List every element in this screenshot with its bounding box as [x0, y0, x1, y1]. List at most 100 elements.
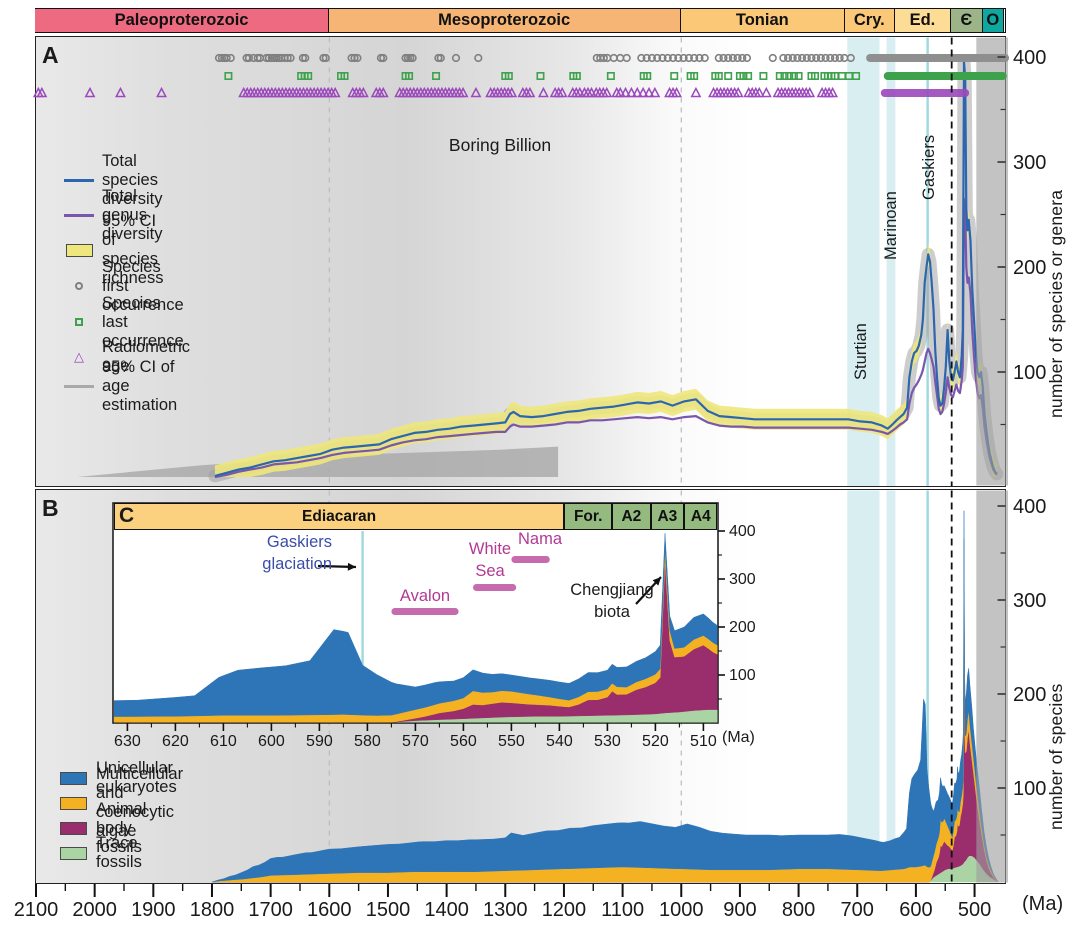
x-tick-label: 1200 [542, 899, 587, 921]
panel-a-label: A [42, 42, 59, 68]
first-occurrence-marker [321, 53, 330, 63]
chrono-segment-ed: Ed. [894, 9, 952, 32]
first-occurrence-marker [738, 53, 747, 63]
first-occurrence-marker [283, 53, 292, 63]
last-occurrence-marker [224, 72, 233, 81]
panel-b-y-axis-title: number of species [1046, 683, 1066, 830]
chrono-segment-label: Tonian [735, 11, 789, 29]
first-occurrence-marker [830, 53, 840, 63]
y-tick-label: 100 [1013, 362, 1046, 384]
last-occurrence-marker [572, 72, 581, 81]
boring-billion-label: Boring Billion [448, 135, 552, 155]
radiometric-marker [537, 86, 549, 98]
legend-label: Total genus diversity [102, 186, 163, 243]
first-occurrence-marker [408, 53, 417, 63]
last-occurrence-marker [643, 72, 652, 81]
first-occurrence-marker [812, 53, 821, 63]
y-tick-label: 400 [1013, 496, 1046, 518]
inset-x-tick-label: 510 [690, 733, 717, 750]
white-sea-label: White Sea [455, 538, 525, 582]
x-tick-label: 2100 [14, 899, 59, 921]
first-occurrence-marker [436, 53, 445, 63]
first-occurrence-marker [816, 53, 825, 63]
legend-label: Total species diversity [102, 151, 163, 208]
first-occurrence-marker [647, 53, 657, 63]
radiometric-marker [625, 86, 637, 98]
first-occurrence-marker [719, 53, 728, 63]
box-legend-symbol [56, 796, 90, 810]
inset-y-tick-label: 100 [729, 667, 756, 684]
first-occurrence-marker [350, 53, 359, 63]
first-occurrence-marker [846, 53, 855, 63]
last-occurrence-marker [724, 72, 733, 81]
x-tick-label: 2000 [72, 899, 117, 921]
legend-item-95-ci-of-age-estimation: 95% CI of age estimation [62, 358, 177, 414]
inset-segment-ediacaran: Ediacaran [114, 503, 565, 530]
gray-edge-zones [976, 37, 1008, 883]
inset-x-tick-label: 540 [546, 733, 573, 750]
first-occurrence-marker [783, 53, 793, 63]
line-legend-symbol [62, 213, 96, 217]
x-tick-label: 900 [723, 899, 756, 921]
x-tick-label: 1300 [483, 899, 528, 921]
first-occurrence-marker [695, 53, 704, 63]
legend-label: Species last occurrence [102, 293, 184, 350]
radiometric-marker [614, 86, 626, 98]
legend-item-animal-body-fossils: Animal body fossils [56, 800, 146, 856]
chrono-segment-label: Ed. [909, 11, 936, 29]
inset-x-tick-label: 630 [114, 733, 141, 750]
first-occurrence-marker [609, 53, 618, 63]
radiometric-marker [690, 86, 702, 98]
first-occurrence-marker [286, 53, 295, 63]
legend-swatch: △ [74, 349, 84, 364]
x-tick-label: 1400 [424, 899, 469, 921]
box-legend-symbol [62, 243, 96, 257]
first-occurrence-marker [802, 53, 811, 63]
chrono-segment-: Є [951, 9, 983, 32]
first-occurrence-marker [684, 53, 693, 63]
legend-label: 95% CI of age estimation [102, 357, 178, 414]
legend-swatch [64, 384, 94, 388]
box-legend-symbol [56, 846, 90, 860]
inset-segment-label: Ediacaran [302, 507, 377, 525]
first-occurrence-marker [214, 53, 224, 63]
x-tick-label: 1100 [601, 899, 644, 921]
chrono-segment-label: Mesoproterozoic [438, 11, 571, 29]
first-occurrence-marker [474, 53, 483, 63]
gaskiers-annotation-line2: glaciation [262, 555, 332, 573]
x-tick-label: 1900 [131, 899, 176, 921]
panel-c-label: C [119, 504, 135, 527]
genus-curve [214, 197, 998, 479]
first-occurrence-marker [690, 53, 699, 63]
chengjiang-line1: Chengjiang [570, 581, 654, 599]
first-occurrence-marker [264, 53, 273, 63]
radiometric-marker [329, 86, 341, 98]
first-occurrence-marker [714, 53, 723, 63]
inset-segment-a2: A2 [612, 503, 651, 530]
box-legend-symbol [56, 771, 90, 785]
main-x-axis-unit: (Ma) [1022, 893, 1064, 915]
radiometric-marker [631, 86, 643, 98]
chrono-segment-paleoproterozoic: Paleoproterozoic [35, 9, 329, 32]
radiometric-marker [457, 86, 469, 98]
chrono-segment-label: Cry. [853, 11, 885, 29]
inset-x-tick-label: 520 [642, 733, 669, 750]
radiometric-marker [470, 86, 482, 98]
inset-segment-for: For. [564, 503, 613, 530]
species-ci-band [214, 51, 997, 478]
legend-item-95-ci-of-species-richness: 95% CI of species richness [62, 212, 163, 287]
inset-y-tick-label: 300 [729, 571, 756, 588]
legend-item-multicellular-and-coenocytic-algae: Multicellular and coenocytic algae [56, 765, 183, 840]
inset-x-tick-label: 590 [306, 733, 333, 750]
last-occurrence-marker [340, 72, 349, 81]
first-occurrence-marker [821, 53, 830, 63]
first-occurrence-marker [826, 53, 835, 63]
first-occurrence-marker [451, 53, 461, 63]
y-tick-label: 200 [1013, 257, 1046, 279]
first-occurrence-marker [599, 53, 608, 63]
inset-c-data [114, 533, 718, 723]
legend-item-radiometric-age: △ Radiometric age [62, 338, 190, 375]
radiometric-marker [649, 86, 661, 98]
first-occurrence-marker [724, 53, 733, 63]
legend-swatch [64, 178, 94, 182]
